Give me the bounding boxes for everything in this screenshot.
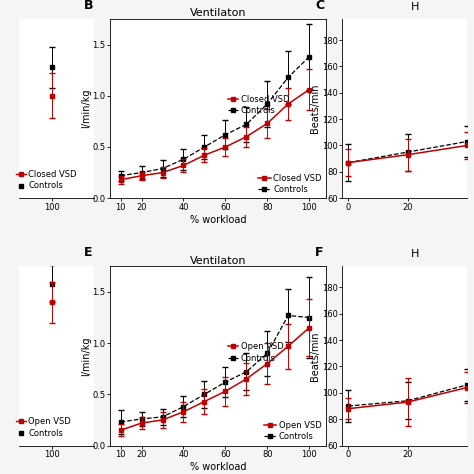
Legend: Open VSD, Controls: Open VSD, Controls xyxy=(264,421,322,441)
Text: C: C xyxy=(315,0,324,12)
X-axis label: % workload: % workload xyxy=(190,462,246,472)
Legend: Closed VSD, Controls: Closed VSD, Controls xyxy=(228,95,290,115)
Title: Ventilaton: Ventilaton xyxy=(190,255,246,265)
Text: E: E xyxy=(84,246,93,259)
Legend: Open VSD, Controls: Open VSD, Controls xyxy=(228,342,283,363)
X-axis label: % workload: % workload xyxy=(190,215,246,225)
Legend: Closed VSD, Controls: Closed VSD, Controls xyxy=(258,173,322,194)
Text: B: B xyxy=(84,0,94,12)
Legend: Open VSD, Controls: Open VSD, Controls xyxy=(16,417,71,438)
Y-axis label: Beats/min: Beats/min xyxy=(310,331,320,381)
Y-axis label: Beats/min: Beats/min xyxy=(310,84,320,133)
Text: H: H xyxy=(411,249,419,259)
Legend: Closed VSD, Controls: Closed VSD, Controls xyxy=(16,170,77,191)
Y-axis label: l/min/kg: l/min/kg xyxy=(81,336,91,376)
Title: Ventilaton: Ventilaton xyxy=(190,8,246,18)
Y-axis label: l/min/kg: l/min/kg xyxy=(81,89,91,128)
Text: F: F xyxy=(315,246,324,259)
Text: H: H xyxy=(411,2,419,12)
